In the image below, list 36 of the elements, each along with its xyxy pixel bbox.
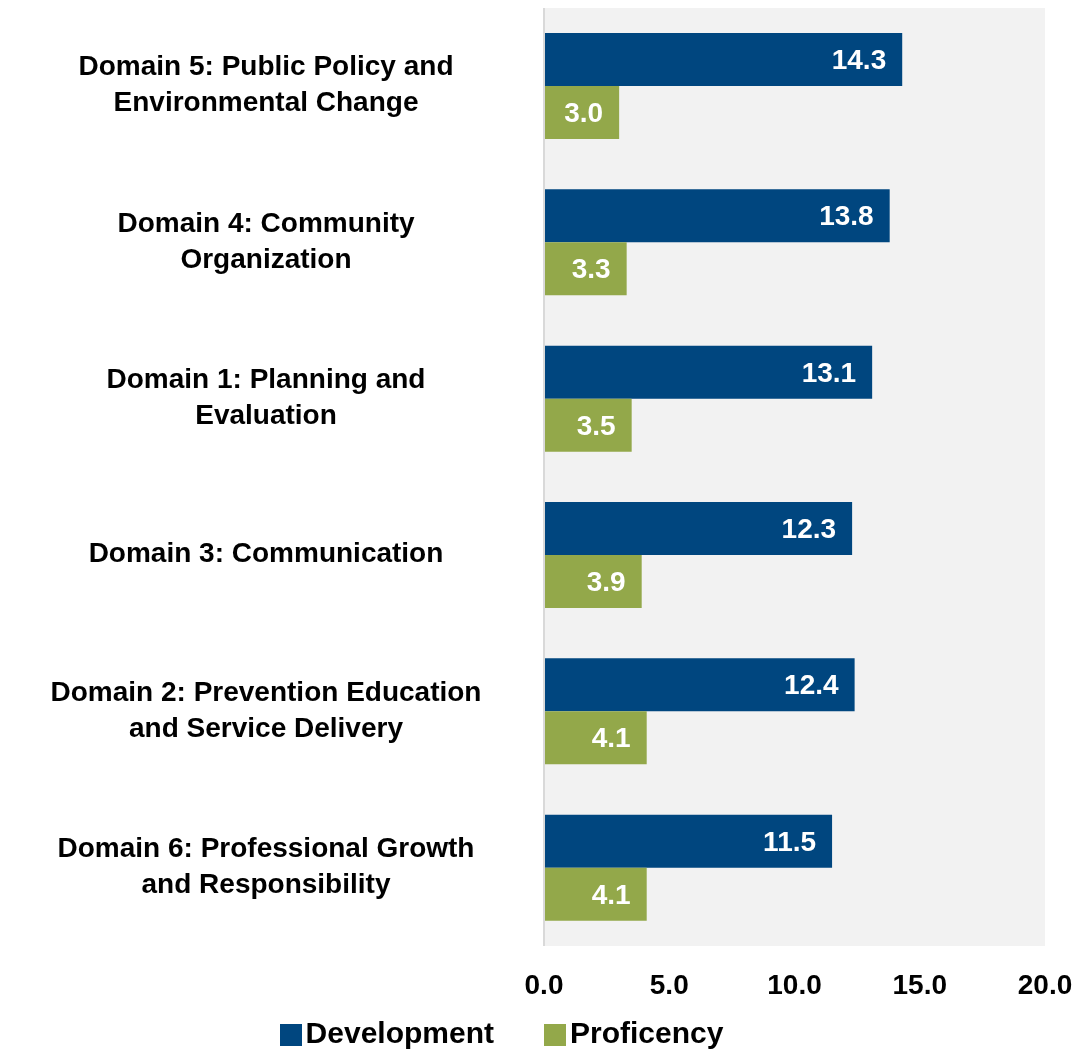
bar [544, 189, 890, 243]
bar [544, 398, 632, 452]
x-tick-label: 15.0 [892, 968, 947, 1000]
legend-label: Development [305, 1016, 494, 1049]
legend-label: Proficency [569, 1016, 724, 1049]
bar [544, 33, 903, 87]
y-tick-label: Domain 1: Planning and Evaluation [106, 363, 426, 431]
data-label: 3.9 [586, 566, 626, 598]
bar [544, 867, 647, 921]
data-label: 3.5 [576, 409, 616, 441]
x-tick-label: 0.0 [524, 968, 564, 1000]
y-tick-label: Domain 4: Community Organization [117, 206, 415, 274]
y-tick-label: Domain 5: Public Policy and Environmental Change [78, 50, 454, 118]
bar [544, 242, 627, 296]
data-label: 4.1 [591, 878, 631, 910]
data-label: 12.4 [784, 669, 840, 701]
data-label: 3.0 [564, 97, 604, 129]
bar [544, 658, 855, 712]
y-tick-label: Domain 6: Professional Growth and Responsibility [57, 832, 475, 900]
x-tick-label: 20.0 [1017, 968, 1073, 1000]
data-label: 11.5 [763, 825, 817, 857]
bar [544, 814, 833, 868]
data-label: 4.1 [591, 722, 631, 754]
x-tick-label: 10.0 [767, 968, 822, 1000]
x-tick-label: 5.0 [649, 968, 689, 1000]
data-label: 12.3 [781, 513, 837, 545]
data-label: 13.1 [801, 356, 857, 388]
data-label: 13.8 [819, 200, 874, 232]
bar [544, 502, 853, 556]
y-tick-label: Domain 3: Communication [88, 537, 444, 569]
y-tick-label: Domain 2: Prevention Education and Service Delivery [50, 675, 482, 743]
data-label: 14.3 [831, 44, 887, 76]
data-label: 3.3 [571, 253, 611, 285]
bar [544, 345, 873, 399]
bar [544, 555, 642, 609]
bar [544, 711, 647, 765]
